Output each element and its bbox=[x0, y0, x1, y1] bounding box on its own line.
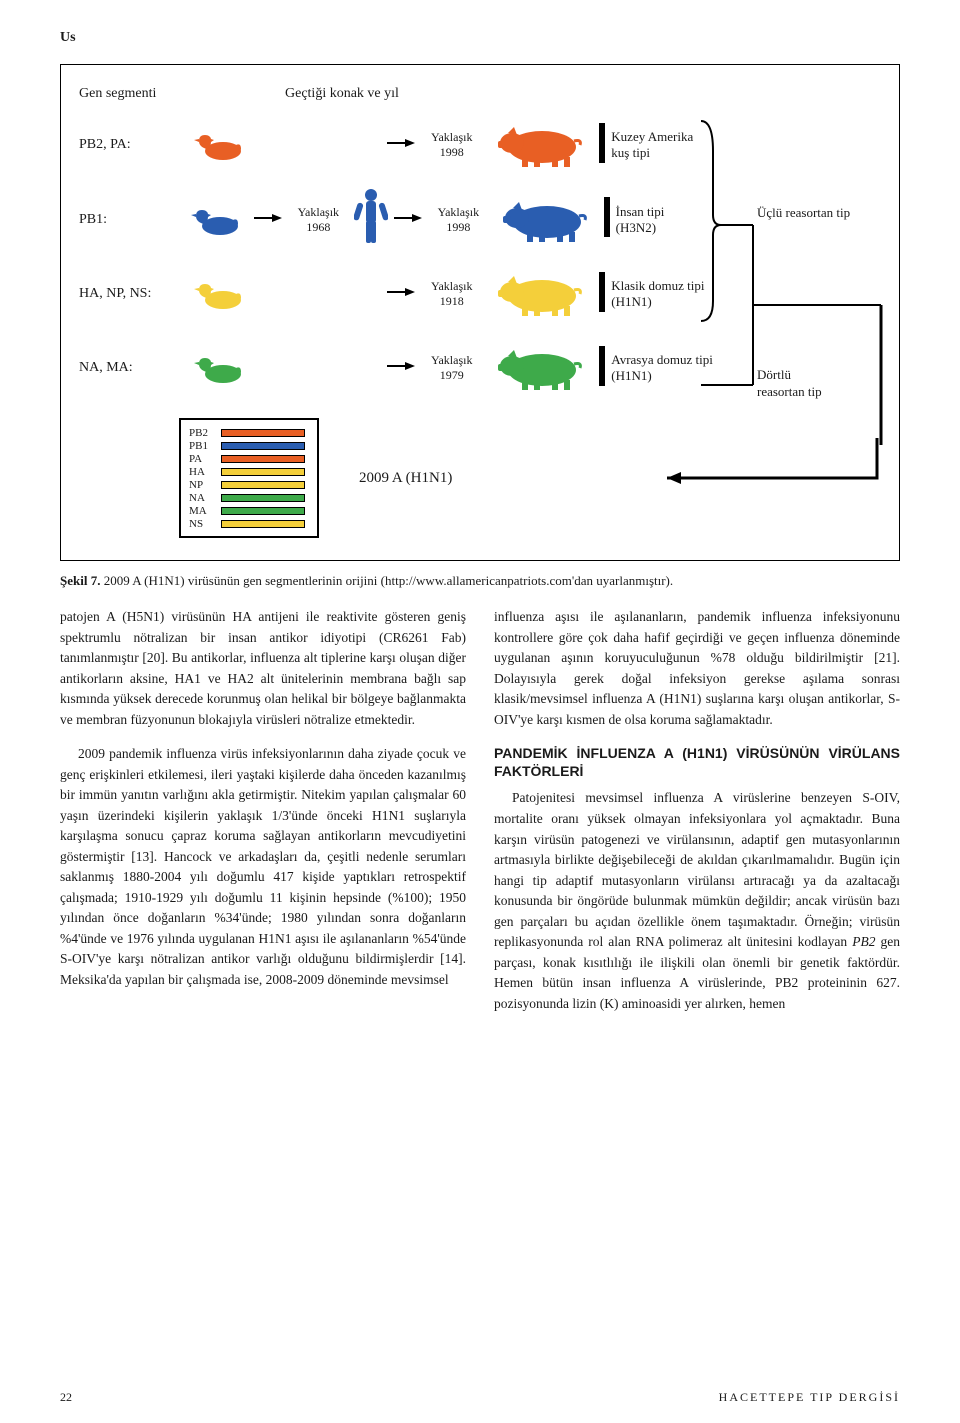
col-header-host: Geçtiği konak ve yıl bbox=[195, 86, 881, 102]
gene-bar-row: PB1 bbox=[189, 439, 309, 452]
gene-name: PB2 bbox=[189, 427, 215, 439]
gene-bar-row: HA bbox=[189, 465, 309, 478]
human-icon bbox=[354, 187, 388, 252]
col-header-gene: Gen segmenti bbox=[79, 86, 189, 102]
year-label: Yaklaşık1998 bbox=[428, 205, 488, 235]
gene-bar bbox=[221, 455, 305, 463]
gene-bar-row: NA bbox=[189, 491, 309, 504]
gene-name: HA bbox=[189, 466, 215, 478]
arrow-icon bbox=[254, 211, 282, 229]
gene-bar bbox=[221, 481, 305, 489]
right-p2: Patojenitesi mevsimsel influenza A virüs… bbox=[494, 788, 900, 1014]
arrow-icon bbox=[394, 211, 422, 229]
final-label: 2009 A (H1N1) bbox=[359, 470, 452, 487]
caption-bold: Şekil 7. bbox=[60, 573, 100, 588]
arrow-icon bbox=[387, 136, 415, 154]
gene-bar-row: NP bbox=[189, 478, 309, 491]
pig-icon bbox=[488, 121, 593, 169]
section-heading: PANDEMİK İNFLUENZA A (H1N1) VİRÜSÜNÜN Vİ… bbox=[494, 744, 900, 780]
arrow-icon bbox=[387, 285, 415, 303]
final-arrow bbox=[647, 438, 887, 518]
reassortment-diagram: Gen segmenti Geçtiği konak ve yıl PB2, P… bbox=[60, 64, 900, 561]
gene-name: NP bbox=[189, 479, 215, 491]
diagram-row-2: HA, NP, NS: Yaklaşık1918 Klasik domuz ti… bbox=[79, 262, 881, 326]
row-label: HA, NP, NS: bbox=[79, 286, 184, 302]
page-header-left: Us bbox=[60, 30, 900, 46]
row-label: NA, MA: bbox=[79, 360, 184, 376]
result-label: Klasik domuz tipi (H1N1) bbox=[611, 278, 735, 309]
gene-bar bbox=[221, 520, 305, 528]
gene-name: NA bbox=[189, 492, 215, 504]
bar-icon bbox=[599, 119, 605, 172]
right-p1: influenza aşısı ile aşılananların, pande… bbox=[494, 607, 900, 730]
pig-icon bbox=[494, 196, 597, 244]
body-text-columns: patojen A (H5N1) virüsünün HA antijeni i… bbox=[60, 607, 900, 1028]
gene-bar-row: PA bbox=[189, 452, 309, 465]
left-p2: 2009 pandemik influenza virüs infeksiyon… bbox=[60, 744, 466, 990]
diagram-row-3: NA, MA: Yaklaşık1979 Avrasya domuz tipi … bbox=[79, 336, 881, 400]
gene-name: MA bbox=[189, 505, 215, 517]
page-footer: 22 HACETTEPE TIP DERGİSİ bbox=[60, 1390, 900, 1405]
duck-icon bbox=[190, 350, 251, 386]
result-label: Avrasya domuz tipi (H1N1) bbox=[611, 352, 735, 383]
row-label: PB1: bbox=[79, 212, 182, 228]
left-p1: patojen A (H5N1) virüsünün HA antijeni i… bbox=[60, 607, 466, 730]
year-label: Yaklaşık1918 bbox=[421, 279, 482, 309]
duck-icon bbox=[190, 276, 251, 312]
year-label: Yaklaşık1979 bbox=[421, 353, 482, 383]
gene-bar bbox=[221, 507, 305, 515]
gene-bar bbox=[221, 494, 305, 502]
gene-bar bbox=[221, 429, 305, 437]
right-column: influenza aşısı ile aşılananların, pande… bbox=[494, 607, 900, 1028]
duck-icon bbox=[190, 127, 251, 163]
bar-icon bbox=[604, 193, 610, 246]
diagram-row-1: PB1: Yaklaşık1968 Yaklaşık1998 İnsan tip… bbox=[79, 187, 881, 252]
result-label: İnsan tipi (H3N2) bbox=[616, 204, 738, 235]
gene-bar-row: MA bbox=[189, 504, 309, 517]
pig-icon bbox=[488, 270, 593, 318]
gene-bar bbox=[221, 468, 305, 476]
year-label: Yaklaşık1998 bbox=[421, 130, 482, 160]
row-label: PB2, PA: bbox=[79, 137, 184, 153]
gene-bar-row: NS bbox=[189, 517, 309, 530]
arrow-icon bbox=[387, 359, 415, 377]
page-number: 22 bbox=[60, 1390, 72, 1405]
gene-name: PA bbox=[189, 453, 215, 465]
bar-icon bbox=[599, 342, 605, 395]
pig-icon bbox=[488, 344, 593, 392]
left-column: patojen A (H5N1) virüsünün HA antijeni i… bbox=[60, 607, 466, 1028]
gene-bar-row: PB2 bbox=[189, 426, 309, 439]
bar-icon bbox=[599, 268, 605, 321]
caption-text: 2009 A (H1N1) virüsünün gen segmentlerin… bbox=[100, 573, 673, 588]
figure-caption: Şekil 7. 2009 A (H1N1) virüsünün gen seg… bbox=[60, 573, 900, 589]
result-label: Kuzey Amerika kuş tipi bbox=[611, 129, 735, 160]
gene-summary-box: PB2 PB1 PA HA NP NA MA NS bbox=[179, 418, 319, 538]
duck-icon bbox=[188, 202, 248, 238]
gene-bar bbox=[221, 442, 305, 450]
gene-name: PB1 bbox=[189, 440, 215, 452]
year-label: Yaklaşık1968 bbox=[288, 205, 348, 235]
diagram-row-0: PB2, PA: Yaklaşık1998 Kuzey Amerika kuş … bbox=[79, 113, 881, 177]
journal-name: HACETTEPE TIP DERGİSİ bbox=[719, 1390, 900, 1405]
gene-name: NS bbox=[189, 518, 215, 530]
